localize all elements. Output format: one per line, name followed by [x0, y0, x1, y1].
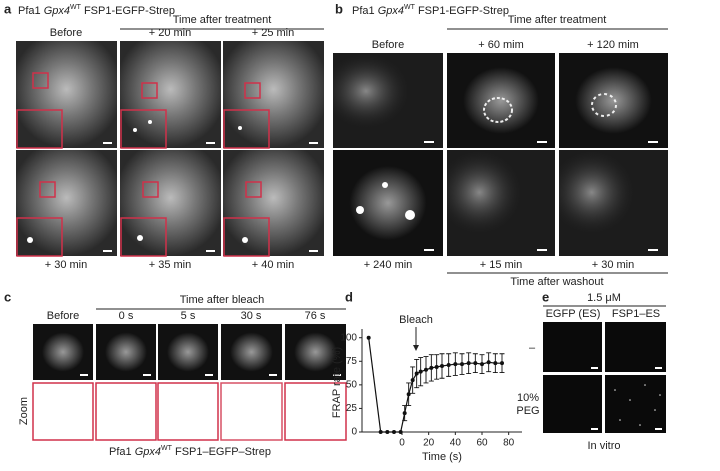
x-axis-label: Time (s) — [422, 451, 462, 463]
point — [440, 364, 444, 368]
line — [368, 337, 502, 433]
row-label: – — [529, 342, 536, 354]
row-label: 10% — [517, 392, 539, 404]
image-label: + 240 min — [364, 259, 413, 271]
y-tick-label: 0 — [351, 427, 357, 438]
x-tick-label: 40 — [450, 438, 462, 449]
point — [392, 430, 396, 434]
point — [453, 362, 458, 367]
image-label: + 40 min — [252, 259, 295, 271]
panel-letter: c — [4, 289, 11, 304]
point — [402, 411, 407, 416]
panel-caption: In vitro — [587, 440, 620, 452]
image-label: + 30 min — [45, 259, 88, 271]
micrograph-grid — [543, 322, 666, 433]
micrograph-grid — [32, 324, 347, 441]
point — [486, 360, 491, 365]
point — [398, 430, 403, 434]
point — [424, 367, 428, 372]
time-header: Time after treatment — [508, 14, 607, 26]
annotation: Bleach — [399, 314, 433, 326]
micrograph-grid — [333, 53, 668, 256]
time-header: Time after treatment — [173, 14, 272, 26]
point — [414, 371, 419, 376]
x-tick-label: 0 — [399, 438, 405, 449]
image-label: Before — [47, 310, 79, 322]
panel-title: Pfa1 Gpx4WT FSP1-EGFP-Strep — [18, 1, 175, 17]
image-label: 76 s — [305, 310, 326, 322]
point — [460, 362, 464, 367]
y-tick-label: 75 — [346, 356, 358, 367]
frap-chart: 0 25 50 75 100 0 20 40 60 80 FRAP rate (%) Time (s)… — [331, 314, 522, 463]
row-label: Zoom — [18, 397, 30, 425]
row-label: PEG — [516, 405, 539, 417]
point — [434, 364, 439, 369]
panel-letter: e — [542, 289, 549, 304]
point — [378, 430, 383, 434]
x-tick-label: 60 — [476, 438, 488, 449]
point — [429, 365, 434, 370]
image-label: + 25 min — [252, 27, 295, 39]
column-label: FSP1–ES — [612, 308, 660, 320]
point — [406, 392, 411, 397]
column-label: EGFP (ES) — [546, 308, 601, 320]
image-label: + 60 mim — [478, 39, 524, 51]
image-label: 0 s — [119, 310, 134, 322]
washout-header: Time after washout — [510, 276, 603, 288]
panel-letter: a — [4, 1, 12, 16]
point — [418, 369, 423, 374]
image-label: Before — [372, 39, 404, 51]
image-label: + 120 mim — [587, 39, 639, 51]
panel-letter: d — [345, 289, 353, 304]
image-label: + 30 min — [592, 259, 635, 271]
image-label: + 35 min — [149, 259, 192, 271]
annotation-arrowhead — [413, 345, 419, 351]
point — [493, 361, 498, 366]
y-tick-label: 25 — [346, 403, 358, 414]
point — [466, 361, 471, 366]
point — [500, 361, 504, 366]
y-tick-label: 100 — [340, 332, 357, 343]
panel-letter: b — [335, 1, 343, 16]
y-tick-label: 50 — [346, 379, 358, 390]
image-label: Before — [50, 27, 82, 39]
x-tick-label: 80 — [503, 438, 515, 449]
image-label: 30 s — [241, 310, 262, 322]
point — [410, 378, 415, 383]
y-axis-label: FRAP rate (%) — [331, 347, 343, 418]
point — [480, 362, 484, 367]
image-label: + 15 min — [480, 259, 523, 271]
micrograph-grid — [16, 41, 324, 257]
point — [446, 363, 451, 368]
panel-caption: Pfa1 Gpx4WT FSP1–EGFP–Strep — [109, 442, 271, 458]
panel-title: Pfa1 Gpx4WT FSP1-EGFP-Strep — [352, 1, 509, 17]
point — [385, 430, 390, 434]
concentration: 1.5 μM — [587, 292, 621, 304]
x-tick-label: 20 — [423, 438, 435, 449]
point — [366, 335, 371, 340]
point — [473, 361, 478, 366]
time-header: Time after bleach — [180, 294, 265, 306]
image-label: + 20 min — [149, 27, 192, 39]
image-label: 5 s — [181, 310, 196, 322]
